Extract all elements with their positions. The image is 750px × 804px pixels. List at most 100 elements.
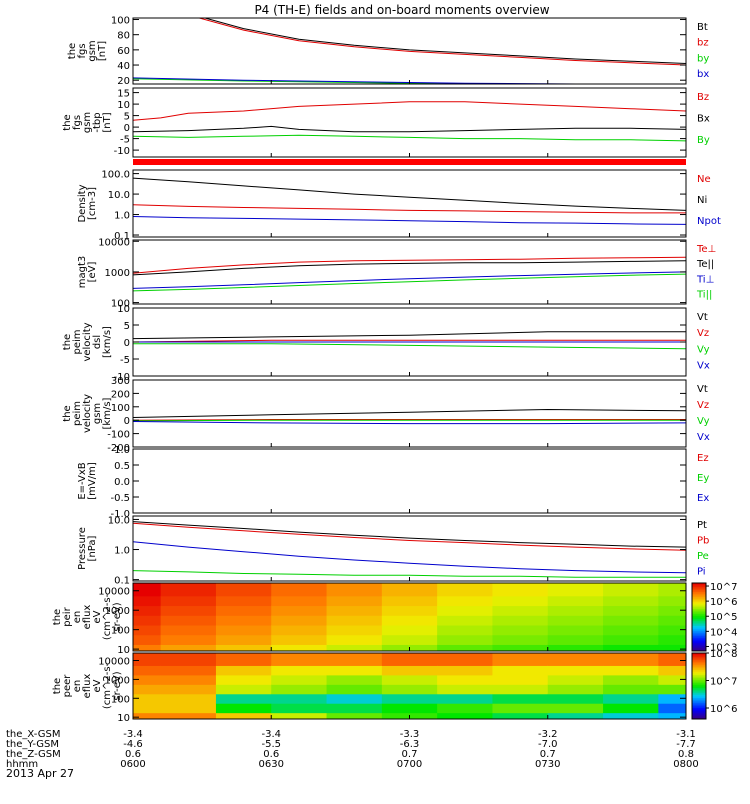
spectrogram-cell xyxy=(603,693,659,704)
panel-frame xyxy=(132,379,687,448)
colorbar-step xyxy=(692,672,706,675)
y-axis-label: peim xyxy=(72,401,83,426)
spectrogram-cell xyxy=(658,712,686,719)
colorbar-step xyxy=(692,611,706,615)
series-By-line xyxy=(133,134,686,142)
series-Bx-line xyxy=(133,125,686,133)
colorbar-step xyxy=(692,632,706,635)
colorbar-step xyxy=(692,603,706,606)
spectrogram-cell xyxy=(547,674,604,685)
series-Vz-line xyxy=(133,419,686,421)
colorbar-step xyxy=(692,674,706,677)
spectrogram-cell xyxy=(492,595,549,607)
spectrogram-cell xyxy=(547,583,604,597)
y-tick-label: 0.1 xyxy=(114,231,130,242)
colorbar-step xyxy=(692,653,706,656)
series-Vx-line xyxy=(133,421,686,425)
colorbar-step xyxy=(692,623,706,626)
spectrogram-cell xyxy=(133,615,162,626)
y-axis-label: eV xyxy=(92,679,103,692)
spectrogram-cell xyxy=(271,712,328,719)
spectrogram-cell xyxy=(603,684,659,695)
y-tick-label: 40 xyxy=(117,61,130,72)
legend-entry: bx xyxy=(697,69,709,80)
y-tick-label: 0.1 xyxy=(114,576,130,587)
spectrogram-cell xyxy=(215,634,272,645)
colorbar-step xyxy=(692,659,706,662)
y-tick-label: 1.0 xyxy=(114,445,130,456)
spectrogram-cell xyxy=(547,634,604,645)
colorbar-step xyxy=(692,687,706,690)
spectrogram-cell xyxy=(271,665,328,676)
series-lines xyxy=(133,177,686,225)
spectrogram-cell xyxy=(437,595,493,607)
axis-row-value: 0800 xyxy=(673,759,698,770)
y-axis-label: magt3 xyxy=(77,256,88,289)
series-Ne-line xyxy=(133,204,686,214)
legend-entry: Ti⊥ xyxy=(696,274,714,285)
colorbar-tick-label: 10^7 xyxy=(710,582,737,593)
spectrogram-cell xyxy=(133,712,162,719)
spectrogram-cell xyxy=(658,625,686,636)
y-tick-label: 10 xyxy=(117,304,130,315)
spectrogram-cell xyxy=(381,674,438,685)
plot-title: P4 (TH-E) fields and on-board moments ov… xyxy=(254,3,549,17)
colorbar-tick-label: 10^8 xyxy=(710,649,737,660)
colorbar-step xyxy=(692,715,706,718)
spectrogram-cell xyxy=(658,693,686,704)
spectrogram-cell xyxy=(658,615,686,626)
y-axis-label: sr-eV) xyxy=(112,602,123,631)
colorbar-step xyxy=(692,642,706,645)
axis-row-label: the_Y-GSM xyxy=(6,739,59,750)
colorbar-step xyxy=(692,704,706,707)
spectrogram-cell xyxy=(492,634,549,645)
spectrogram-cell xyxy=(437,625,493,636)
y-axis-label: eflux xyxy=(82,605,93,630)
spectrogram-cell xyxy=(381,615,438,626)
spectrogram-cell xyxy=(437,653,493,666)
panel-frame xyxy=(132,239,687,305)
spectrogram-cell xyxy=(603,674,659,685)
y-tick-label: 10.0 xyxy=(108,190,130,201)
y-axis-label: (cm^2-s- xyxy=(102,593,113,640)
spectrogram-cell xyxy=(326,605,383,616)
axis-row-value: -3.4 xyxy=(261,729,281,740)
colorbar-step xyxy=(692,608,706,611)
series-Ti||-line xyxy=(133,273,686,292)
y-tick-label: 15 xyxy=(117,89,130,100)
legend-entry: Vx xyxy=(697,361,710,372)
colorbar-step xyxy=(692,695,706,699)
spectrogram-cell xyxy=(271,634,328,645)
spectrogram-cell xyxy=(381,605,438,616)
spectrogram-cell xyxy=(326,625,383,636)
spectrogram xyxy=(133,583,686,651)
series-lines xyxy=(133,331,686,350)
colorbar-step xyxy=(692,617,706,620)
panel-frame xyxy=(132,448,687,514)
colorbar-step xyxy=(692,610,706,613)
panel-4: 100 1000 10000 magt3 [eV] Te⊥ Te|| Ti⊥ Ti|| xyxy=(77,237,716,309)
spectrogram-cell xyxy=(492,605,549,616)
spectrogram-cell xyxy=(658,703,686,714)
axis-row-value: -4.6 xyxy=(123,739,143,750)
date-label: 2013 Apr 27 xyxy=(6,767,74,780)
y-axis-label: [nPa] xyxy=(87,535,98,561)
y-axis-label: (cm^2-s- xyxy=(102,662,113,709)
y-axis-label: gsm xyxy=(82,112,93,133)
colorbar-step xyxy=(692,662,706,666)
spectrogram-cell xyxy=(381,653,438,666)
series-Npot-line xyxy=(133,216,686,225)
y-tick-label: 1000 xyxy=(105,268,130,279)
series-lines xyxy=(133,408,686,425)
spectrogram-cell xyxy=(160,693,217,704)
colorbar-tick-label: 10^4 xyxy=(710,627,737,638)
legend-entry: Pb xyxy=(697,535,709,546)
spectrogram-cell xyxy=(271,684,328,695)
colorbar-step xyxy=(692,666,706,669)
y-tick-label: 100 xyxy=(111,16,130,27)
legend-entry: Pi xyxy=(697,566,706,577)
colorbar-step xyxy=(692,589,706,592)
axis-row-value: -5.5 xyxy=(261,739,281,750)
spectrogram-cell xyxy=(547,684,604,695)
